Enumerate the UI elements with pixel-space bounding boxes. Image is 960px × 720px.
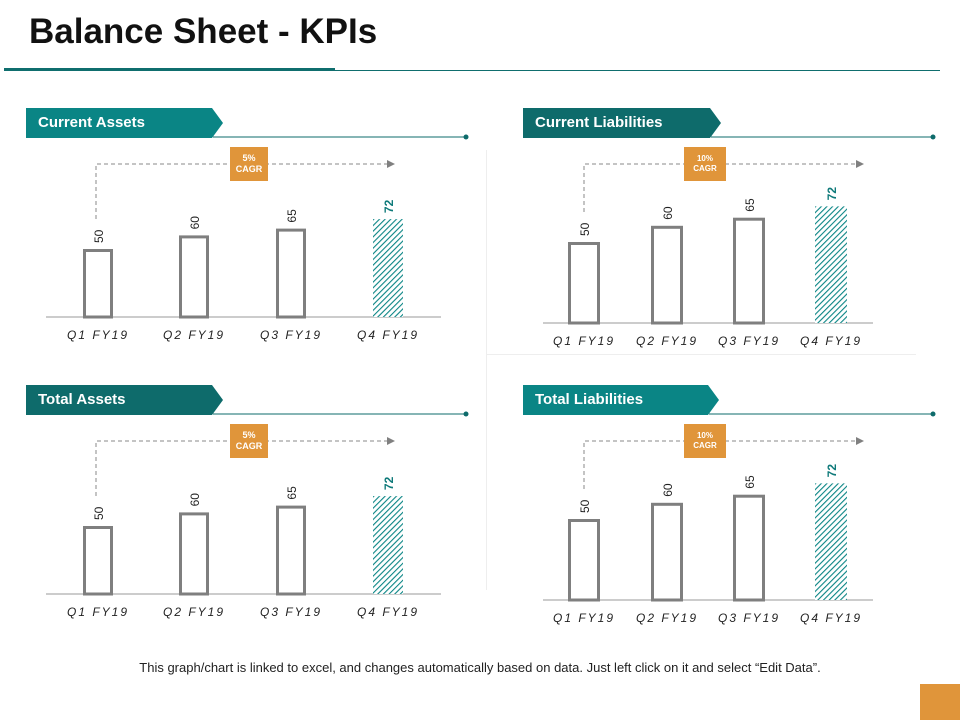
x-tick-label: Q4 FY19 (800, 611, 862, 625)
x-tick-label: Q1 FY19 (67, 328, 129, 342)
bar-q3-fy19[interactable] (733, 494, 765, 602)
x-tick-label: Q3 FY19 (260, 605, 322, 619)
cagr-text: CAGR (235, 164, 263, 174)
page-title: Balance Sheet - KPIs (29, 12, 378, 51)
data-label: 72 (382, 476, 396, 490)
footer-note: This graph/chart is linked to excel, and… (139, 660, 821, 675)
chart-canvas: 50 Q1 FY19 60 Q2 FY19 65 Q3 FY19 72 Q4 FY19 (543, 411, 936, 625)
bar-q2-fy19[interactable] (179, 235, 209, 319)
cagr-arrow (95, 160, 395, 219)
kpi-chart-total-liabilities[interactable]: 50 Q1 FY19 60 Q2 FY19 65 Q3 FY19 72 Q4 FY19 Tota… (523, 385, 960, 645)
chart-title-tab: Total Liabilities (523, 385, 719, 415)
chart-canvas: 50 Q1 FY19 60 Q2 FY19 65 Q3 FY19 72 Q4 FY19 (543, 134, 936, 348)
data-label: 60 (661, 483, 675, 497)
bar-q2-fy19[interactable] (179, 512, 209, 596)
data-label: 50 (92, 506, 106, 520)
chart-canvas: 50 Q1 FY19 60 Q2 FY19 65 Q3 FY19 72 Q4 FY19 (46, 134, 469, 342)
bar-q4-fy19[interactable] (815, 483, 847, 600)
x-tick-label: Q4 FY19 (800, 334, 862, 348)
x-tick-label: Q1 FY19 (553, 334, 615, 348)
cagr-badge: 10% CAGR (684, 424, 726, 458)
x-tick-label: Q3 FY19 (718, 611, 780, 625)
chart-title-tab: Total Assets (26, 385, 223, 415)
header-dot (463, 411, 469, 417)
kpi-chart-current-liabilities[interactable]: 50 Q1 FY19 60 Q2 FY19 65 Q3 FY19 72 Q4 FY19 Curr… (523, 108, 960, 368)
x-tick-label: Q3 FY19 (718, 334, 780, 348)
bar-q4-fy19[interactable] (815, 206, 847, 323)
cagr-text: 5% (242, 429, 256, 440)
cagr-text: CAGR (693, 164, 717, 173)
cagr-badge: 5% CAGR (230, 424, 268, 458)
bar-q3-fy19[interactable] (733, 217, 765, 325)
x-tick-label: Q2 FY19 (163, 328, 225, 342)
kpi-chart-current-assets[interactable]: 50 Q1 FY19 60 Q2 FY19 65 Q3 FY19 72 Q4 FY19 Curr… (26, 108, 496, 368)
cagr-badge: 5% CAGR (230, 147, 268, 181)
x-tick-label: Q3 FY19 (260, 328, 322, 342)
data-label: 50 (578, 499, 592, 513)
data-label: 65 (743, 198, 757, 212)
divider-horizontal (486, 354, 916, 355)
x-tick-label: Q2 FY19 (636, 611, 698, 625)
data-label: 60 (661, 206, 675, 220)
cagr-text: 10% (696, 154, 713, 163)
kpi-chart-total-assets[interactable]: 50 Q1 FY19 60 Q2 FY19 65 Q3 FY19 72 Q4 FY19 Tota… (26, 385, 496, 645)
divider-vertical (486, 150, 487, 590)
cagr-arrow (583, 437, 864, 489)
corner-accent (920, 684, 960, 720)
data-label: 50 (92, 229, 106, 243)
chart-canvas: 50 Q1 FY19 60 Q2 FY19 65 Q3 FY19 72 Q4 FY19 (46, 411, 469, 619)
bar-q2-fy19[interactable] (651, 225, 683, 325)
x-tick-label: Q2 FY19 (636, 334, 698, 348)
x-tick-label: Q1 FY19 (553, 611, 615, 625)
cagr-text: 5% (242, 152, 256, 163)
cagr-arrow (95, 437, 395, 496)
data-label: 65 (285, 486, 299, 500)
data-label: 65 (285, 209, 299, 223)
bar-q1-fy19[interactable] (568, 242, 600, 325)
x-tick-label: Q4 FY19 (357, 605, 419, 619)
x-tick-label: Q4 FY19 (357, 328, 419, 342)
bar-q2-fy19[interactable] (651, 502, 683, 602)
title-rule (335, 70, 940, 71)
data-label: 60 (188, 216, 202, 230)
cagr-text: 10% (696, 431, 713, 440)
data-label: 72 (825, 187, 839, 201)
data-label: 72 (382, 199, 396, 213)
cagr-badge: 10% CAGR (684, 147, 726, 181)
data-label: 65 (743, 475, 757, 489)
data-label: 50 (578, 222, 592, 236)
bar-q3-fy19[interactable] (276, 505, 306, 596)
bar-q1-fy19[interactable] (568, 519, 600, 602)
chart-title-tab: Current Liabilities (523, 108, 721, 138)
x-tick-label: Q1 FY19 (67, 605, 129, 619)
bar-q1-fy19[interactable] (83, 249, 113, 319)
bar-q1-fy19[interactable] (83, 526, 113, 596)
cagr-text: CAGR (693, 441, 717, 450)
header-dot (930, 134, 936, 140)
cagr-arrow (583, 160, 864, 212)
data-label: 60 (188, 493, 202, 507)
header-dot (463, 134, 469, 140)
bar-q3-fy19[interactable] (276, 228, 306, 319)
x-tick-label: Q2 FY19 (163, 605, 225, 619)
data-label: 72 (825, 464, 839, 478)
header-dot (930, 411, 936, 417)
title-underline (4, 68, 335, 71)
cagr-text: CAGR (235, 441, 263, 451)
chart-title-tab: Current Assets (26, 108, 223, 138)
bar-q4-fy19[interactable] (373, 496, 403, 594)
bar-q4-fy19[interactable] (373, 219, 403, 317)
